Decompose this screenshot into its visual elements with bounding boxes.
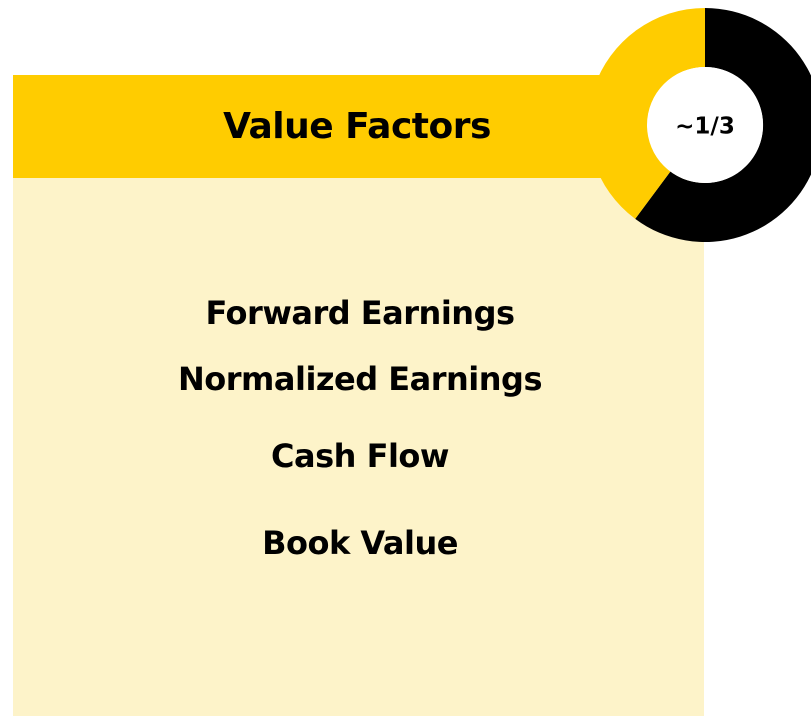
- card-body: [13, 75, 704, 716]
- factor-item: Forward Earnings: [205, 294, 514, 332]
- header-band: [13, 75, 653, 178]
- factor-item: Normalized Earnings: [178, 360, 542, 398]
- donut-highlight: [587, 8, 705, 219]
- donut-hole: [647, 67, 763, 183]
- donut-dark: [635, 8, 811, 242]
- factor-item: Cash Flow: [271, 437, 449, 475]
- factor-item: Book Value: [262, 524, 458, 562]
- header-title: Value Factors: [223, 106, 491, 147]
- badge-label: ~1/3: [675, 114, 735, 140]
